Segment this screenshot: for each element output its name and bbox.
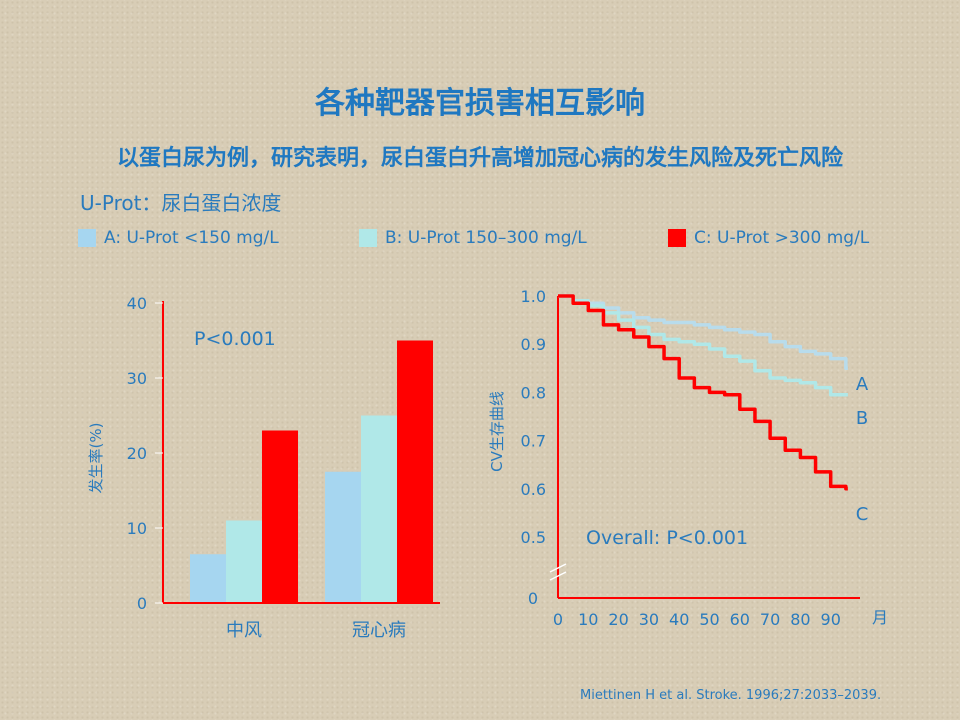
y-tick-label: 0.9 (521, 335, 546, 354)
x-tick-label: 30 (639, 610, 659, 629)
x-tick-label: 20 (608, 610, 628, 629)
x-category-label: 冠心病 (352, 620, 406, 641)
slide-subtitle: 以蛋白尿为例，研究表明，尿白蛋白升高增加冠心病的发生风险及死亡风险 (116, 146, 843, 171)
bar-0-0 (190, 554, 226, 603)
legend-item-c: C: U-Prot >300 mg/L (668, 228, 869, 248)
y-axis-label: 发生率(%) (87, 423, 105, 494)
bar-1-2 (397, 340, 433, 603)
legend-label-c: C: U-Prot >300 mg/L (694, 228, 870, 248)
y-tick-label: 20 (127, 444, 147, 463)
x-tick-label: 60 (730, 610, 750, 629)
x-tick-label: 40 (669, 610, 689, 629)
series-line-a (558, 294, 848, 371)
survival-line-chart: 0.5 0.6 0.7 0.8 0.9 1.0 00 10 20 30 40 50 60 70 80 90 月 C… (488, 287, 888, 629)
x-tick-label: 70 (760, 610, 780, 629)
citation: Miettinen H et al. Stroke. 1996;27:2033–… (580, 688, 882, 703)
y-tick-label: 0.6 (521, 480, 546, 499)
legend-item-a: A: U-Prot <150 mg/L (78, 228, 279, 248)
series-line-c (558, 294, 848, 491)
legend-item-b: B: U-Prot 150–300 mg/L (359, 228, 587, 248)
slide-title: 各种靶器官损害相互影响 (315, 86, 645, 121)
uprot-definition: U-Prot：尿白蛋白浓度 (80, 191, 282, 215)
series-label-b: B (856, 408, 868, 429)
x-tick-label: 80 (790, 610, 810, 629)
bar-0-1 (226, 520, 262, 603)
legend-swatch-a (78, 229, 96, 247)
y-tick-label: 30 (127, 369, 147, 388)
legend-label-b: B: U-Prot 150–300 mg/L (385, 228, 587, 248)
x-tick-label: 0 (553, 610, 563, 629)
x-tick-label: 10 (578, 610, 598, 629)
y-tick-label: 0 (137, 594, 147, 613)
legend-swatch-c (668, 229, 686, 247)
y-tick-label: 0.8 (521, 383, 546, 402)
series-label-c: C (856, 504, 869, 525)
y-tick-label-zero: 0 (528, 589, 538, 608)
series-label-a: A (856, 374, 869, 395)
y-tick-label: 40 (127, 294, 147, 313)
bar-0-2 (262, 430, 298, 603)
y-tick-label: 1.0 (521, 287, 546, 306)
y-axis-label: CV生存曲线 (488, 391, 506, 472)
y-tick-label: 0.5 (521, 528, 546, 547)
incidence-bar-chart: 中风 冠心病 0 10 20 30 40 发生率(%) P<0.001 (87, 294, 440, 641)
axis-break-mark (549, 571, 567, 581)
bar-1-0 (325, 471, 361, 603)
bar-1-1 (361, 415, 397, 603)
x-tick-label: 50 (699, 610, 719, 629)
y-tick-label: 0.7 (521, 432, 546, 451)
legend-swatch-b (359, 229, 377, 247)
legend-label-a: A: U-Prot <150 mg/L (104, 228, 279, 248)
x-category-label: 中风 (226, 620, 262, 641)
legend: A: U-Prot <150 mg/L B: U-Prot 150–300 mg… (0, 228, 960, 254)
y-tick-label: 10 (127, 519, 147, 538)
p-value-annotation: Overall: P<0.001 (586, 527, 748, 549)
series-line-b (558, 294, 848, 397)
p-value-annotation: P<0.001 (194, 328, 276, 350)
axis-break-mark (549, 563, 567, 573)
x-axis-label: 月 (872, 608, 888, 627)
x-tick-label: 90 (821, 610, 841, 629)
